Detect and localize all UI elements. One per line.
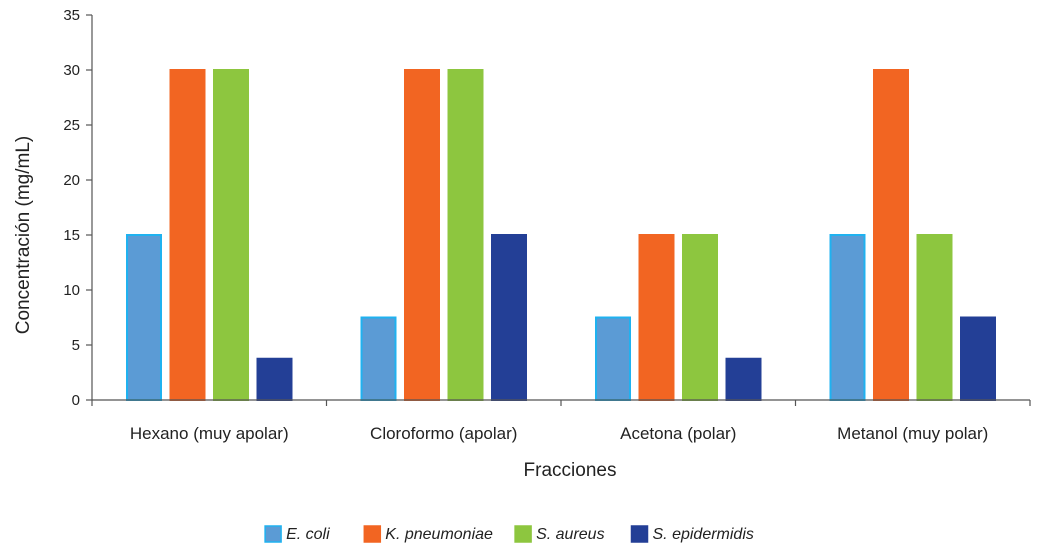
bar-s-aureus-1 — [213, 69, 249, 401]
x-tick-label: Hexano (muy apolar) — [130, 424, 289, 443]
y-tick-label: 0 — [72, 392, 80, 409]
bar-s-aureus-4 — [916, 234, 953, 401]
y-tick-label: 25 — [63, 117, 80, 134]
bar-e-coli-4 — [829, 234, 866, 401]
y-ticks: 0 5 10 15 20 25 30 35 — [63, 7, 92, 409]
bar-s-epidermidis-1 — [256, 357, 293, 401]
bar-e-coli-3 — [595, 316, 631, 401]
bars-layer — [126, 69, 996, 401]
y-axis-title: Concentración (mg/mL) — [13, 136, 34, 335]
bar-s-epidermidis-4 — [960, 316, 996, 401]
x-tick-label: Metanol (muy polar) — [837, 424, 988, 443]
legend-label: S. epidermidis — [653, 526, 754, 543]
x-tick-label: Acetona (polar) — [620, 424, 736, 443]
bar-e-coli-1 — [126, 234, 162, 401]
x-tick-label: Cloroformo (apolar) — [370, 424, 517, 443]
y-tick-label: 5 — [72, 337, 80, 354]
y-tick-label: 15 — [63, 227, 80, 244]
legend-label: K. pneumoniae — [385, 526, 493, 543]
legend-swatch — [363, 525, 382, 543]
bar-s-epidermidis-3 — [725, 357, 762, 401]
y-tick-label: 10 — [63, 282, 80, 299]
y-tick-label: 30 — [63, 62, 80, 79]
legend-swatch — [264, 525, 282, 543]
bar-s-epidermidis-2 — [491, 234, 527, 401]
x-axis-title: Fracciones — [524, 460, 617, 481]
legend-swatch — [630, 525, 649, 543]
y-tick-label: 20 — [63, 172, 80, 189]
legend: E. coli K. pneumoniae S. aureus S. epidermi… — [264, 525, 754, 543]
legend-label: S. aureus — [536, 526, 604, 543]
bar-k-pneumoniae-2 — [404, 69, 440, 401]
bar-k-pneumoniae-1 — [169, 69, 206, 401]
bar-s-aureus-2 — [447, 69, 484, 401]
bar-k-pneumoniae-4 — [873, 69, 909, 401]
x-ticks: Hexano (muy apolar) Cloroformo (apolar) Ac… — [91, 400, 1031, 443]
legend-swatch — [514, 525, 532, 543]
legend-label: E. coli — [286, 526, 330, 543]
bar-s-aureus-3 — [682, 234, 718, 401]
y-tick-label: 35 — [63, 7, 80, 24]
bar-k-pneumoniae-3 — [638, 234, 675, 401]
bar-e-coli-2 — [360, 316, 397, 401]
